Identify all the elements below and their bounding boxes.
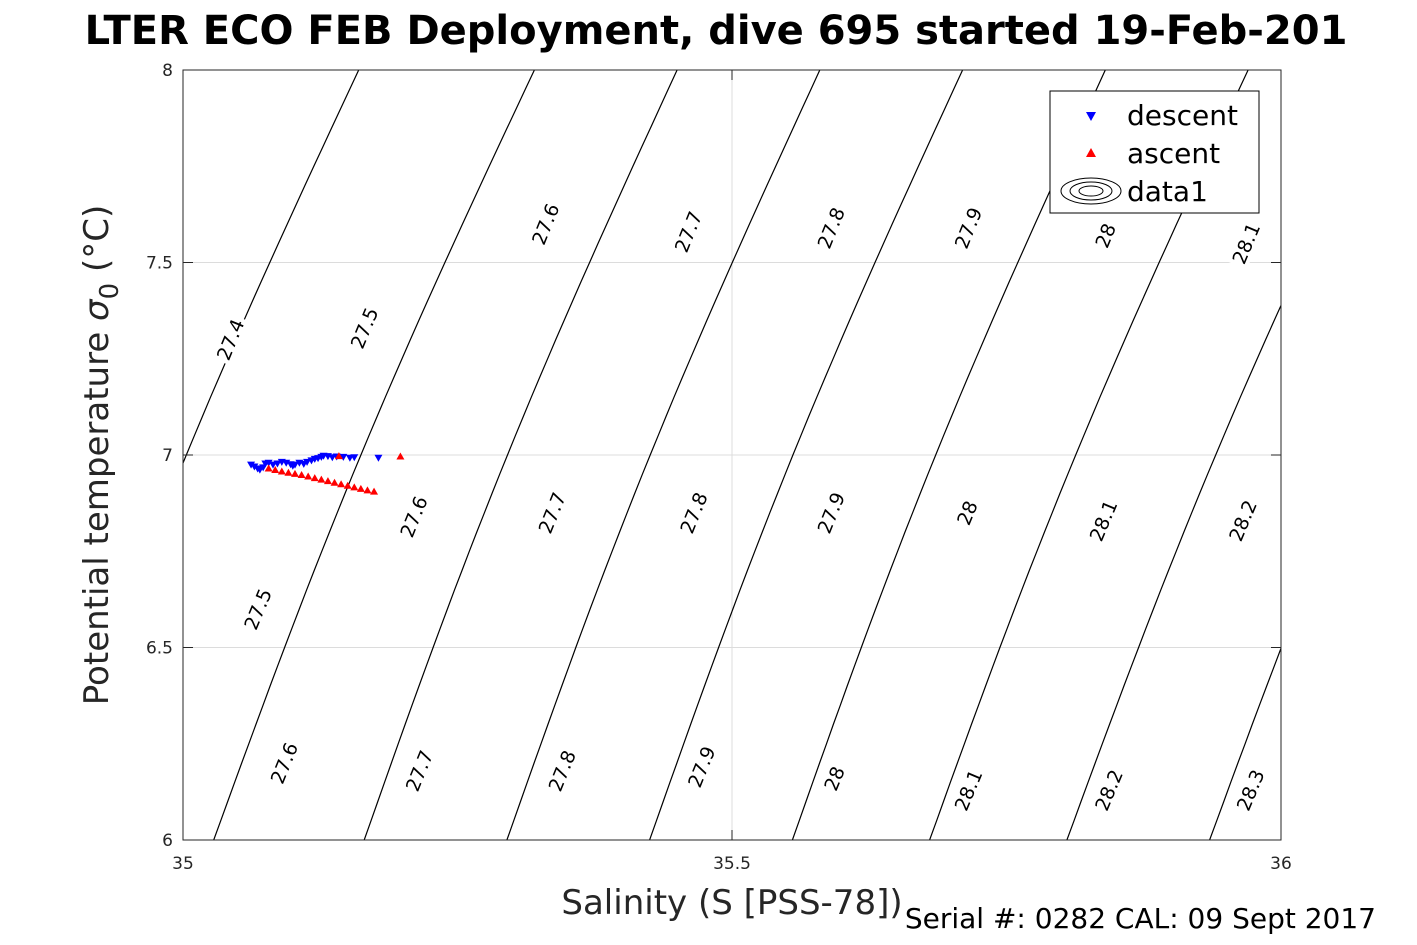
contour-label-bg <box>1221 493 1263 547</box>
contour-label-27.4: 27.4 <box>209 312 250 366</box>
contour-label-bg <box>392 489 433 543</box>
x-tick-label: 36 <box>1270 854 1292 874</box>
ascent-point <box>304 472 313 480</box>
contour-label-bg <box>945 485 987 540</box>
chart-title: LTER ECO FEB Deployment, dive 695 starte… <box>85 8 1348 54</box>
contour-label-bg <box>524 196 565 251</box>
ascent-point <box>396 452 405 460</box>
contour-line-27.5 <box>213 70 535 840</box>
descent-point <box>350 454 359 462</box>
y-axis-title-unit: (°C) <box>77 205 117 283</box>
serial-cal-footer: Serial #: 0282 CAL: 09 Sept 2017 <box>905 902 1376 935</box>
y-axis-title-main: Potential temperature <box>77 321 117 705</box>
y-tick-label: 7.5 <box>146 254 173 274</box>
ascent-point <box>330 478 339 486</box>
ascent-point <box>297 471 306 479</box>
contour-label-bg <box>540 743 582 798</box>
ascent-point <box>317 475 326 483</box>
ascent-point <box>337 480 346 488</box>
ascent-point <box>290 469 299 477</box>
ascent-point <box>334 452 343 460</box>
contour-line-27.7 <box>506 70 821 840</box>
y-tick-label: 6 <box>162 831 173 851</box>
x-tick-label: 35.5 <box>713 854 751 874</box>
y-axis-title-subscript: 0 <box>95 283 125 300</box>
contour-label-bg <box>809 485 851 540</box>
contour-label-bg <box>667 204 708 259</box>
contour-line-28.2 <box>1209 646 1281 840</box>
contour-label-bg <box>672 485 713 540</box>
contour-label-bg <box>812 751 854 805</box>
contour-label-bg <box>1224 216 1266 270</box>
descent-point <box>269 461 278 469</box>
y-tick-label: 7 <box>162 446 173 466</box>
contour-label-bg <box>1229 762 1270 817</box>
ascent-point <box>343 481 352 489</box>
contour-line-28.3 <box>1352 70 1417 840</box>
legend-ascent-marker <box>1086 148 1096 157</box>
legend-contour-icon <box>1060 177 1122 205</box>
contour-line-27.6 <box>363 70 678 840</box>
ascent-point <box>350 483 359 491</box>
descent-point <box>250 463 259 471</box>
contour-line-27.9 <box>791 70 1106 840</box>
y-axis-title-sigma: σ <box>77 298 117 321</box>
ascent-point <box>363 486 372 494</box>
x-tick-label: 35 <box>172 854 194 874</box>
ascent-point <box>370 487 379 495</box>
y-axis-title: Potential temperature σ0 (°C) <box>77 205 125 705</box>
ascent-point <box>356 484 365 492</box>
contour-label-bg <box>262 735 304 790</box>
ascent-point <box>277 467 286 475</box>
contour-label-bg <box>1087 762 1129 817</box>
descent-point <box>303 458 312 466</box>
data-points <box>247 452 405 495</box>
descent-point <box>264 459 273 467</box>
contour-label-bg <box>236 581 278 636</box>
contour-label-bg <box>946 762 988 817</box>
y-tick-label: 8 <box>162 61 173 81</box>
descent-point <box>339 453 348 461</box>
contour-line-27.8 <box>649 70 964 840</box>
contour-label-bg <box>342 300 384 355</box>
contour-label-bg <box>1081 493 1123 547</box>
x-axis-title: Salinity (S [PSS-78]) <box>561 883 902 923</box>
descent-point <box>290 461 299 469</box>
legend-descent-marker <box>1086 112 1096 121</box>
legend-ascent-label: ascent <box>1127 137 1220 170</box>
contour-label-bg <box>530 485 572 540</box>
axis-ticks: 35 35.5 36 6 6.5 7 7.5 8 <box>146 61 1292 874</box>
ascent-point <box>284 468 293 476</box>
legend-descent-label: descent <box>1127 99 1238 132</box>
contour-label-bg <box>947 200 988 255</box>
y-tick-label: 6.5 <box>146 639 173 659</box>
contour-label-bg <box>398 743 439 798</box>
legend-data1-label: data1 <box>1127 175 1208 208</box>
contour-line-28.1 <box>1066 303 1281 840</box>
descent-point <box>273 460 282 468</box>
legend-box <box>1049 90 1260 214</box>
ascent-point <box>310 474 319 482</box>
ascent-point <box>323 477 332 485</box>
contour-label-bg <box>680 739 721 794</box>
contour-label-bg <box>809 200 851 255</box>
legend: descent ascent data1 <box>1049 90 1260 214</box>
descent-point <box>247 461 256 469</box>
descent-point <box>374 454 383 462</box>
ascent-point <box>271 466 280 474</box>
contour-label-bg <box>209 312 250 366</box>
ascent-point <box>264 464 273 472</box>
contour-label-bg <box>1084 208 1125 262</box>
